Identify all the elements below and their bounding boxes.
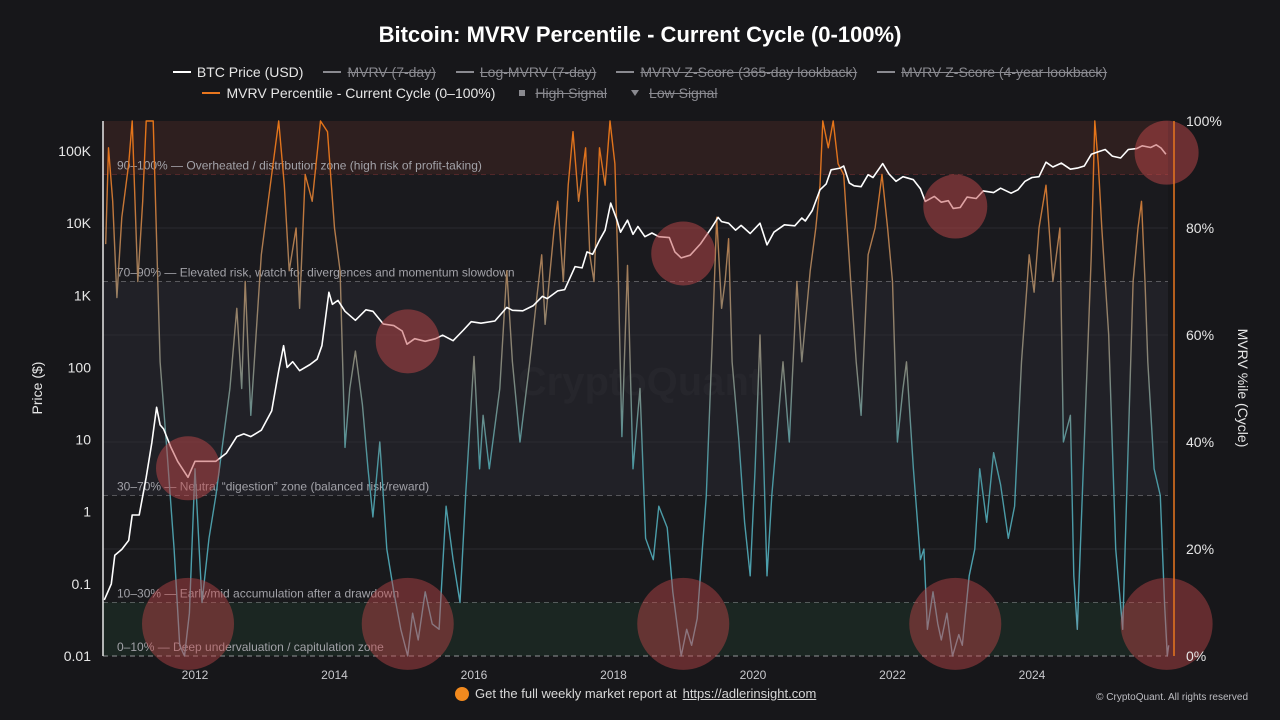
y-left-tick-label: 1 (83, 504, 91, 520)
y-left-tick-label: 100K (58, 143, 91, 159)
line-swatch-icon (616, 71, 635, 73)
legend-label: MVRV (7-day) (347, 64, 436, 80)
percentile-highlight-circle (909, 577, 1002, 670)
y-right-tick-label: 20% (1186, 541, 1214, 557)
btc-price-line (103, 144, 1167, 601)
legend-item-btc-price[interactable]: BTC Price (USD) (172, 64, 304, 80)
y-left-tick-label: 1K (74, 287, 92, 303)
percentile-highlight-circle (1120, 577, 1213, 670)
legend-label: Log-MVRV (7-day) (479, 64, 597, 80)
x-tick-label: 2018 (600, 668, 627, 682)
price-highlight-circle (923, 174, 988, 239)
legend-label: Low Signal (649, 85, 718, 101)
y-right-tick-label: 60% (1186, 327, 1214, 343)
legend-item-high-signal[interactable]: High Signal (515, 85, 607, 101)
legend-item-mvrv[interactable]: MVRV (7-day) (323, 64, 436, 80)
zone-label: 10–30% — Early/mid accumulation after a … (117, 587, 399, 601)
line-swatch-icon (172, 71, 191, 73)
y-right-tick-label: 40% (1186, 434, 1214, 450)
footer-text: Get the full weekly market report at (475, 686, 677, 701)
price-highlight-circle (375, 309, 440, 374)
x-tick-label: 2024 (1019, 668, 1046, 682)
percentile-highlight-circle (361, 577, 454, 670)
line-swatch-icon (323, 71, 342, 73)
zone-label: 0–10% — Deep undervaluation / capitulati… (117, 640, 384, 654)
legend-label: BTC Price (USD) (196, 64, 304, 80)
x-tick-label: 2016 (461, 668, 488, 682)
y-axis-right-label: MVRV %ile (Cycle) (1235, 329, 1251, 448)
square-marker-icon (519, 90, 526, 96)
footer-link[interactable]: https://adlerinsight.com (682, 686, 817, 701)
legend-row: MVRV Percentile - Current Cycle (0–100%)… (0, 85, 1100, 101)
y-left-tick-label: 0.01 (64, 648, 91, 664)
y-left-tick-label: 10K (66, 215, 92, 231)
legend-label: MVRV Z-Score (365-day lookback) (640, 64, 858, 80)
price-highlight-circle (156, 436, 221, 501)
line-swatch-icon (202, 92, 221, 94)
line-swatch-icon (877, 71, 896, 73)
y-axis-left-label: Price ($) (29, 362, 45, 415)
footer: Get the full weekly market report at htt… (455, 686, 816, 701)
zone-band (103, 281, 1168, 496)
legend-label: High Signal (535, 85, 608, 101)
legend-item-zscore-4y[interactable]: MVRV Z-Score (4-year lookback) (877, 64, 1107, 80)
percentile-highlight-circle (637, 577, 730, 670)
zone-label: 90–100% — Overheated / distribution zone… (117, 159, 482, 173)
copyright: © CryptoQuant. All rights reserved (1096, 692, 1248, 703)
y-left-tick-label: 0.1 (72, 576, 92, 592)
chart-title: Bitcoin: MVRV Percentile - Current Cycle… (378, 22, 902, 47)
y-right-tick-label: 80% (1186, 220, 1214, 236)
triangle-marker-icon (631, 90, 640, 96)
legend-row: BTC Price (USD) MVRV (7-day) Log-MVRV (7… (0, 64, 1280, 80)
y-left-tick-label: 10 (75, 432, 91, 448)
coin-icon (455, 686, 469, 701)
zone-label: 70–90% — Elevated risk, watch for diverg… (117, 266, 515, 280)
legend-item-zscore-365[interactable]: MVRV Z-Score (365-day lookback) (616, 64, 857, 80)
mvrv-percentile-line (105, 120, 1170, 657)
x-tick-label: 2012 (182, 668, 209, 682)
x-tick-label: 2022 (879, 668, 906, 682)
x-tick-label: 2014 (321, 668, 348, 682)
y-right-tick-label: 100% (1186, 113, 1222, 129)
legend-item-mvrv-percentile[interactable]: MVRV Percentile - Current Cycle (0–100%) (202, 85, 495, 101)
y-right-tick-label: 0% (1186, 648, 1206, 664)
legend-item-low-signal[interactable]: Low Signal (627, 85, 718, 101)
line-swatch-icon (455, 71, 474, 73)
legend-label: MVRV Percentile - Current Cycle (0–100%) (226, 85, 496, 101)
legend-item-log-mvrv[interactable]: Log-MVRV (7-day) (455, 64, 597, 80)
price-highlight-circle (1134, 120, 1199, 185)
price-highlight-circle (651, 221, 716, 286)
percentile-highlight-circle (142, 577, 235, 670)
y-left-tick-label: 100 (68, 359, 92, 375)
x-tick-label: 2020 (740, 668, 767, 682)
legend-label: MVRV Z-Score (4-year lookback) (901, 64, 1108, 80)
zone-band (103, 602, 1168, 656)
